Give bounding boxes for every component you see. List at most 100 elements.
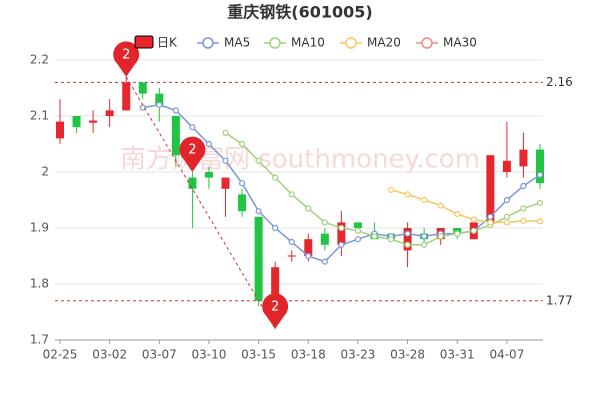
ma-point [238, 180, 246, 187]
reference-label: 1.77 [546, 293, 573, 307]
candle-body [502, 160, 511, 172]
legend-label: 日K [157, 36, 178, 50]
candle-body [122, 82, 131, 111]
candle-body [519, 149, 528, 167]
legend-label: MA30 [443, 36, 477, 50]
ma-point [189, 124, 196, 131]
ma-point [404, 191, 411, 198]
legend-label: MA10 [291, 36, 325, 50]
x-tick-label: 03-31 [440, 348, 475, 362]
ma-point [354, 227, 362, 234]
legend-marker [269, 37, 281, 49]
ma-point [437, 202, 444, 209]
ma-point [272, 174, 279, 181]
legend-label: MA20 [367, 36, 401, 50]
ma-point [520, 182, 527, 190]
ma-point [238, 140, 246, 148]
ma-point [172, 107, 179, 114]
ma-point [222, 157, 229, 164]
candle-body [304, 239, 313, 256]
pin-label: 2 [188, 143, 196, 158]
ma-point [387, 236, 395, 243]
candle-body [337, 222, 346, 245]
pin-label: 2 [271, 299, 279, 314]
candle-body [353, 222, 362, 228]
y-tick-label: 1.8 [30, 277, 49, 291]
candle-body [56, 121, 64, 139]
ma-point [205, 140, 213, 148]
legend-marker [202, 37, 214, 49]
x-tick-label: 03-07 [142, 348, 177, 362]
candle-body [138, 82, 147, 94]
x-tick-label: 03-10 [192, 348, 227, 362]
ma-point [503, 196, 510, 204]
ma-point [305, 205, 312, 212]
ma-point [305, 252, 312, 260]
ma-point [470, 216, 477, 223]
ma-point [536, 218, 544, 225]
ma-point [421, 233, 428, 240]
reference-label: 2.16 [546, 75, 573, 89]
legend-swatch [134, 35, 154, 49]
ma-point [487, 213, 494, 220]
ma-point [421, 241, 428, 248]
ma-point [503, 219, 510, 226]
y-tick-label: 2 [41, 165, 49, 179]
ma-point [255, 208, 262, 215]
candle-body [486, 155, 495, 223]
x-tick-label: 03-15 [241, 348, 276, 362]
ma-point [272, 224, 279, 232]
candle-body [254, 216, 263, 301]
candle-body [320, 233, 329, 245]
ma-point [371, 233, 378, 240]
candle-body [403, 228, 412, 251]
ma-point [354, 236, 362, 243]
ma-point [288, 238, 295, 246]
y-tick-label: 1.7 [30, 333, 49, 347]
pin-label: 2 [122, 47, 130, 62]
ma-point [387, 186, 395, 194]
y-tick-label: 2.2 [30, 53, 49, 67]
candle-body [536, 149, 544, 184]
ma-point [404, 241, 411, 248]
ma-point [288, 191, 295, 198]
ma-point [520, 217, 527, 224]
candle-body [72, 116, 81, 128]
ma-point [454, 230, 461, 237]
legend-marker [421, 37, 433, 49]
ma-point [487, 219, 494, 226]
chart-title: 重庆钢铁(601005) [227, 3, 372, 22]
ma-point [338, 241, 345, 248]
ma-point [437, 233, 444, 240]
candle-body [204, 172, 213, 178]
ma-point [404, 230, 411, 237]
candle-body [238, 194, 247, 212]
candle-body [221, 177, 230, 189]
ma-point [255, 157, 262, 164]
ma-point [454, 210, 461, 218]
candle-body [287, 255, 296, 257]
candle-body [105, 110, 114, 116]
x-tick-label: 03-18 [291, 348, 326, 362]
ma-line [390, 189, 541, 224]
ma-point [156, 101, 163, 108]
pin [113, 41, 140, 77]
ma-point [536, 171, 544, 178]
y-tick-label: 1.9 [30, 221, 49, 235]
candle-body [171, 116, 180, 156]
candle-body [155, 93, 164, 105]
ma-point [139, 104, 146, 111]
x-tick-label: 03-02 [92, 348, 127, 362]
x-tick-label: 04-07 [489, 348, 524, 362]
ma-point [536, 199, 544, 206]
pin-connector [125, 76, 276, 330]
ma-point [222, 129, 229, 136]
candle-body [89, 120, 98, 123]
legend-marker [345, 37, 357, 49]
x-tick-label: 03-28 [390, 348, 425, 362]
ma-point [503, 213, 510, 220]
ma-point [520, 205, 527, 212]
pin [262, 293, 289, 329]
ma-point [338, 224, 345, 232]
